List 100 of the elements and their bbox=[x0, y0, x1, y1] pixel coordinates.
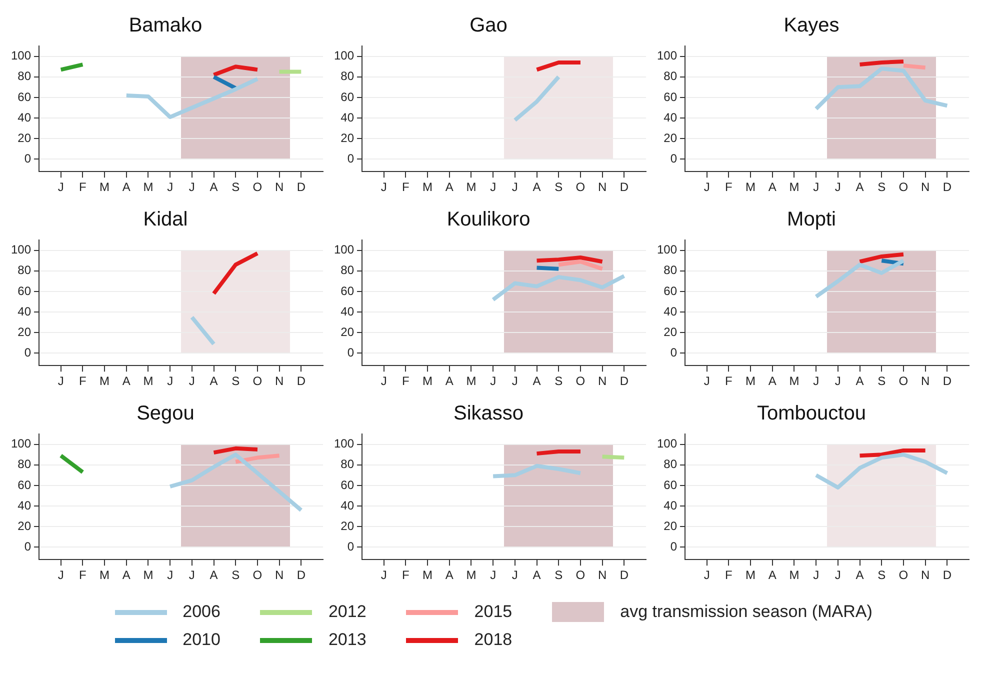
x-tick-label: J bbox=[58, 568, 64, 582]
x-tick-label: A bbox=[122, 374, 130, 388]
x-tick-label: D bbox=[620, 374, 629, 388]
y-tick-label: 80 bbox=[18, 457, 32, 472]
x-tick-label: J bbox=[380, 374, 387, 388]
x-tick-label: N bbox=[274, 180, 284, 194]
y-tick-label: 100 bbox=[10, 48, 32, 63]
x-tick-label: J bbox=[512, 568, 518, 582]
x-tick-label: M bbox=[422, 568, 433, 582]
x-tick-label: N bbox=[920, 374, 930, 388]
x-tick-label: J bbox=[834, 374, 841, 388]
x-tick-label: F bbox=[402, 374, 410, 388]
y-tick-label: 20 bbox=[340, 518, 354, 533]
y-tick-label: 0 bbox=[670, 346, 678, 360]
chart-title: Tombouctou bbox=[757, 402, 866, 425]
x-tick-label: A bbox=[768, 374, 776, 388]
x-tick-label: M bbox=[466, 568, 476, 582]
y-tick-label: 40 bbox=[664, 110, 678, 124]
x-tick-label: A bbox=[856, 180, 864, 194]
x-tick-label: J bbox=[167, 568, 174, 582]
x-tick-label: S bbox=[878, 180, 886, 194]
y-tick-label: 40 bbox=[664, 304, 678, 318]
x-tick-label: J bbox=[490, 374, 496, 388]
y-tick-label: 20 bbox=[18, 518, 32, 533]
x-tick-label: N bbox=[598, 568, 607, 582]
x-tick-label: J bbox=[512, 374, 518, 388]
x-tick-label: D bbox=[942, 180, 952, 194]
x-tick-label: F bbox=[725, 374, 732, 388]
y-tick-label: 60 bbox=[664, 90, 678, 104]
x-tick-label: O bbox=[252, 374, 262, 388]
x-tick-label: J bbox=[188, 180, 195, 194]
x-tick-label: N bbox=[920, 568, 930, 582]
y-tick-label: 100 bbox=[334, 436, 354, 451]
x-tick-label: J bbox=[813, 374, 820, 388]
text: avg transmission season (MARA) bbox=[620, 602, 872, 622]
y-tick-label: 0 bbox=[347, 540, 354, 554]
y-tick-label: 80 bbox=[18, 263, 32, 278]
x-tick-label: J bbox=[188, 568, 195, 582]
x-tick-label: A bbox=[210, 180, 218, 194]
x-tick-label: M bbox=[143, 374, 154, 388]
x-tick-label: A bbox=[768, 568, 776, 582]
x-tick-label: M bbox=[466, 180, 476, 194]
chart-title: Segou bbox=[136, 402, 194, 425]
x-tick-label: J bbox=[58, 180, 64, 194]
x-tick-label: F bbox=[725, 180, 732, 194]
chart-title: Gao bbox=[470, 14, 508, 37]
y-tick-label: 20 bbox=[18, 130, 32, 145]
x-tick-label: O bbox=[576, 180, 586, 194]
x-tick-label: D bbox=[620, 180, 629, 194]
x-tick-label: A bbox=[445, 374, 454, 388]
y-tick-label: 100 bbox=[334, 48, 354, 63]
x-tick-label: A bbox=[768, 180, 776, 194]
legend-label: 2013 bbox=[328, 630, 366, 650]
chart-title: Kayes bbox=[784, 14, 840, 37]
y-tick-label: 20 bbox=[340, 324, 354, 339]
x-tick-label: M bbox=[746, 568, 756, 582]
x-tick-label: A bbox=[122, 180, 130, 194]
y-tick-label: 60 bbox=[340, 284, 354, 298]
x-tick-label: O bbox=[898, 374, 908, 388]
x-tick-label: F bbox=[79, 374, 86, 388]
chart-title: Sikasso bbox=[453, 402, 524, 425]
chart-title: Koulikoro bbox=[446, 208, 530, 231]
y-tick-label: 0 bbox=[347, 346, 354, 360]
x-tick-label: M bbox=[466, 374, 476, 388]
x-tick-label: O bbox=[898, 180, 908, 194]
x-tick-label: J bbox=[167, 180, 174, 194]
x-tick-label: D bbox=[296, 180, 306, 194]
x-tick-label: M bbox=[789, 180, 800, 194]
y-tick-label: 80 bbox=[664, 457, 678, 472]
y-tick-label: 0 bbox=[347, 152, 354, 166]
x-tick-label: J bbox=[188, 374, 195, 388]
chart-title: Mopti bbox=[787, 208, 836, 231]
y-tick-label: 100 bbox=[334, 242, 354, 257]
x-tick-label: S bbox=[554, 374, 563, 388]
x-tick-label: M bbox=[100, 180, 110, 194]
x-tick-label: A bbox=[210, 568, 218, 582]
x-tick-label: J bbox=[813, 180, 820, 194]
y-tick-label: 100 bbox=[10, 436, 32, 451]
y-tick-label: 100 bbox=[656, 436, 678, 451]
y-tick-label: 60 bbox=[18, 478, 32, 492]
y-tick-label: 0 bbox=[670, 152, 678, 166]
x-tick-label: A bbox=[532, 374, 541, 388]
y-tick-label: 40 bbox=[18, 110, 32, 124]
y-tick-label: 40 bbox=[18, 498, 32, 512]
y-tick-label: 80 bbox=[340, 263, 354, 278]
x-tick-label: J bbox=[490, 568, 496, 582]
y-tick-label: 80 bbox=[340, 69, 354, 84]
x-tick-label: N bbox=[598, 374, 607, 388]
y-tick-label: 0 bbox=[24, 152, 32, 166]
x-tick-label: J bbox=[380, 568, 387, 582]
x-tick-label: N bbox=[598, 180, 607, 194]
x-tick-label: M bbox=[100, 568, 110, 582]
x-tick-label: F bbox=[79, 180, 86, 194]
x-tick-label: J bbox=[490, 180, 496, 194]
x-tick-label: O bbox=[576, 374, 586, 388]
x-tick-label: O bbox=[252, 180, 262, 194]
y-tick-label: 20 bbox=[664, 324, 678, 339]
x-tick-label: J bbox=[704, 374, 710, 388]
y-tick-label: 60 bbox=[18, 284, 32, 298]
x-tick-label: D bbox=[620, 568, 629, 582]
